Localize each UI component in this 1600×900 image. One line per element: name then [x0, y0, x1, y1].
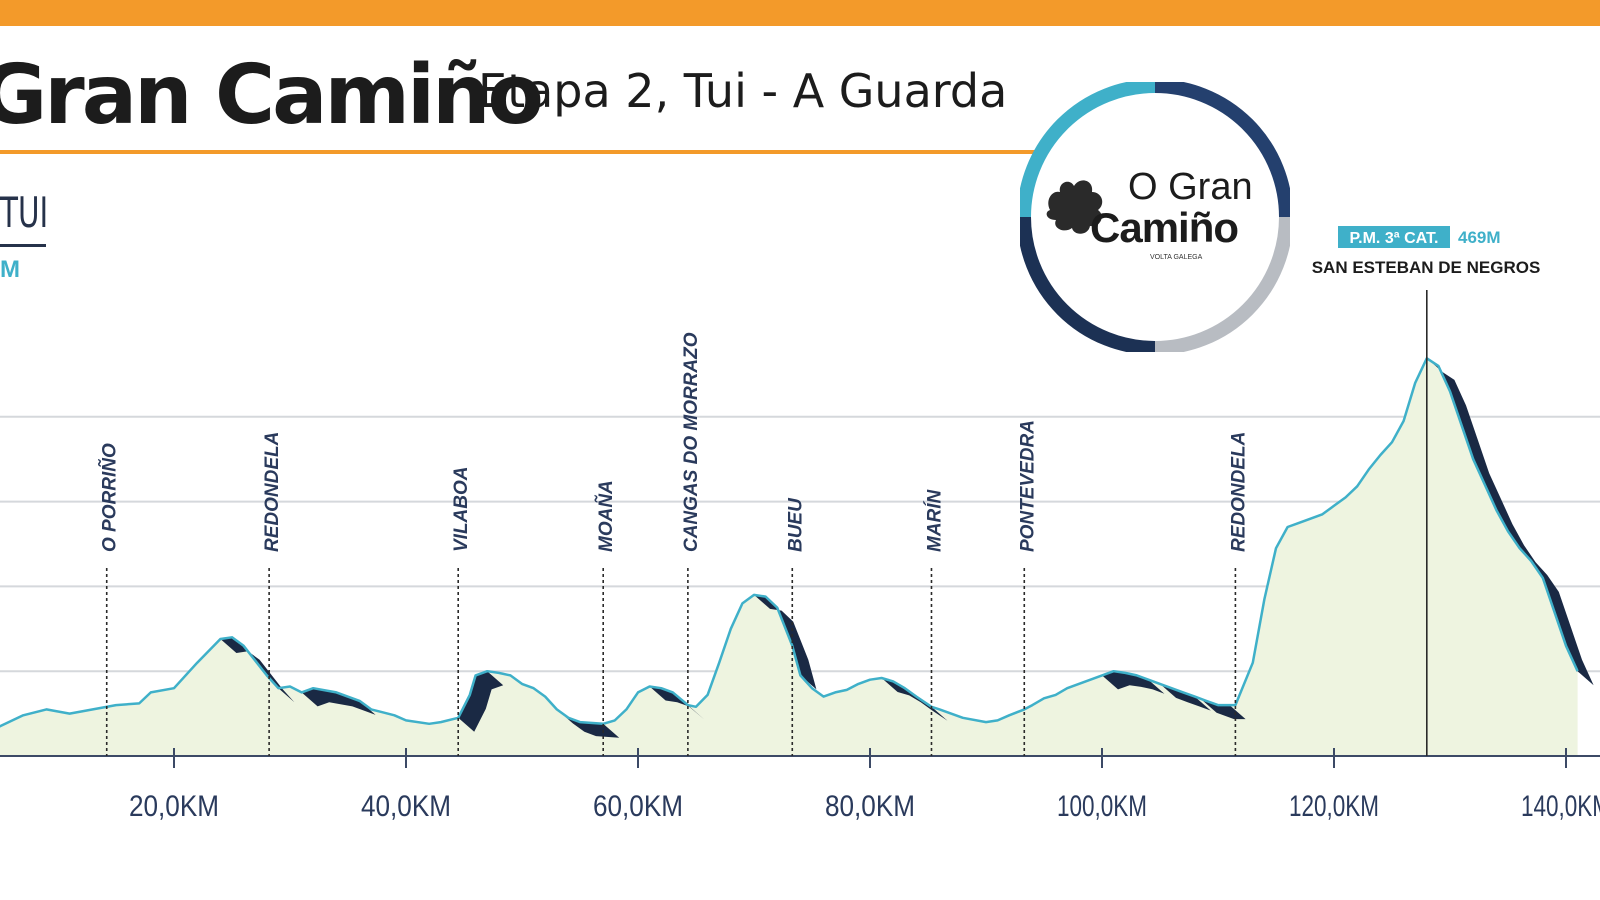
descent-band-8: [881, 678, 948, 721]
logo-text-line1: O Gran: [1128, 166, 1253, 208]
x-tick-label-40: 40,0KM: [361, 790, 451, 823]
x-tick-label-140: 140,0KM: [1521, 790, 1600, 823]
summit-name-label: SAN ESTEBAN DE NEGROS: [1312, 258, 1541, 277]
x-tick-label-100: 100,0KM: [1057, 790, 1147, 823]
town-label-6: BUEU: [785, 497, 806, 552]
town-label-4: MOAÑA: [595, 480, 617, 552]
title-underline: [0, 150, 1040, 154]
x-tick-label-120: 120,0KM: [1289, 790, 1379, 823]
x-tick-label-80: 80,0KM: [825, 790, 915, 823]
logo-ring-top-left: [1020, 82, 1156, 218]
logo-ring-top-right: [1154, 82, 1290, 218]
town-label-3: VILABOA: [451, 467, 472, 553]
start-altitude-label: M: [0, 256, 20, 283]
start-underline: [0, 244, 46, 247]
logo-ring-bottom-right: [1154, 216, 1290, 352]
summit-category-badge: [1338, 226, 1450, 248]
descent-band-9: [1102, 671, 1165, 694]
brand-logo-ring: [1020, 82, 1290, 352]
descent-band-4: [458, 671, 504, 732]
start-town-label: TUI: [0, 188, 49, 237]
x-tick-label-20: 20,0KM: [129, 790, 219, 823]
summit-category-label: P.M. 3ª CAT.: [1350, 230, 1439, 247]
town-label-7: MARÍN: [923, 488, 945, 552]
descent-band-2: [220, 637, 295, 703]
town-label-1: O PORRIÑO: [99, 443, 121, 552]
profile-line: [0, 357, 1579, 728]
oak-leaf-icon: [1046, 180, 1103, 234]
top-accent-bar: [0, 0, 1600, 26]
stage-subtitle: Etapa 2, Tui - A Guarda: [478, 64, 1008, 118]
town-label-9: REDONDELA: [1228, 432, 1249, 552]
descent-band-6: [649, 686, 704, 720]
profile-area: [0, 358, 1578, 756]
top-gap: [0, 26, 1600, 28]
summit-altitude-label: 469M: [1458, 228, 1501, 247]
page-title: Gran Camiño: [0, 48, 544, 143]
descent-band-3: [301, 688, 376, 715]
logo-ring-bottom-left: [1020, 216, 1156, 352]
logo-tagline: VOLTA GALEGA: [1150, 254, 1203, 261]
town-label-5: CANGAS DO MORRAZO: [681, 332, 702, 552]
logo-text-line2: Camiño: [1090, 204, 1239, 251]
descent-band-10: [1160, 683, 1211, 711]
town-label-8: PONTEVEDRA: [1017, 420, 1038, 552]
descent-band-7: [754, 594, 817, 690]
town-label-2: REDONDELA: [262, 432, 283, 552]
x-tick-label-60: 60,0KM: [593, 790, 683, 823]
